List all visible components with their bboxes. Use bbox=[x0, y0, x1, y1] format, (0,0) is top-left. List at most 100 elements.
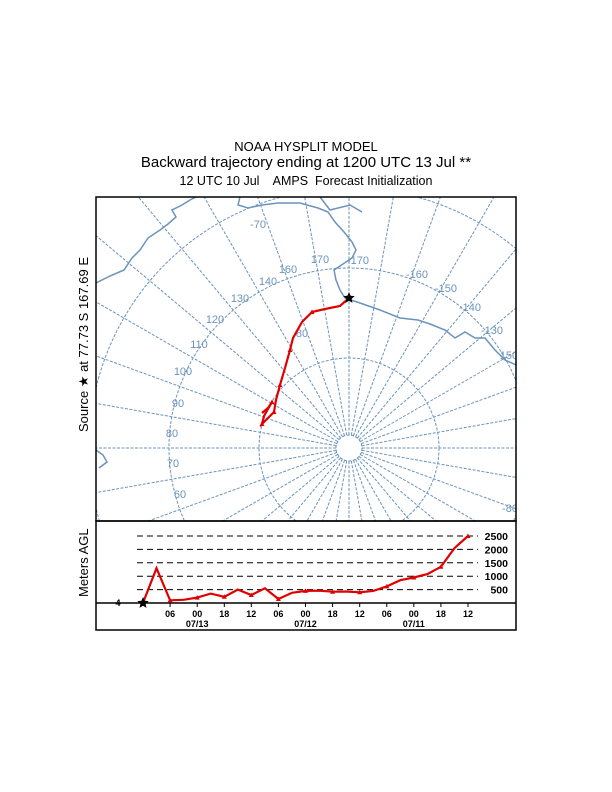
height-level-label: 1000 bbox=[485, 571, 509, 583]
trajectory-marker bbox=[287, 347, 293, 352]
longitude-label: 80 bbox=[166, 428, 178, 440]
initialization-subtitle: 12 UTC 10 Jul AMPS Forecast Initializati… bbox=[179, 174, 433, 188]
time-tick-label: 12 bbox=[246, 609, 256, 619]
longitude-label: 150 bbox=[500, 350, 518, 362]
meridian-line bbox=[96, 449, 337, 494]
height-level-label: 1500 bbox=[485, 558, 509, 570]
height-point-marker bbox=[275, 596, 281, 601]
height-level-label: 2000 bbox=[485, 544, 509, 556]
time-tick-label: 00 bbox=[409, 609, 419, 619]
coastline-segment bbox=[96, 449, 108, 469]
longitude-label: -150 bbox=[435, 283, 457, 295]
meridian-line bbox=[355, 197, 495, 437]
longitude-label: 160 bbox=[279, 264, 297, 276]
meridian-line bbox=[304, 197, 348, 436]
meridian-line bbox=[357, 457, 411, 521]
meridian-line bbox=[261, 456, 340, 521]
height-level-label: 500 bbox=[490, 585, 508, 597]
height-point-marker bbox=[357, 589, 363, 595]
latitude-circle bbox=[168, 267, 516, 521]
time-tick-label: 00 bbox=[192, 609, 202, 619]
trajectory-map-path bbox=[259, 292, 355, 428]
meridian-line bbox=[96, 402, 337, 447]
meridian-line bbox=[360, 454, 476, 521]
longitude-label: 120 bbox=[206, 314, 224, 326]
longitude-label: 110 bbox=[190, 339, 208, 351]
meridian-line bbox=[361, 386, 516, 445]
meridian-line bbox=[306, 459, 343, 521]
meridian-line bbox=[360, 351, 516, 442]
time-tick-label: 00 bbox=[300, 609, 310, 619]
longitude-label: 130 bbox=[231, 293, 249, 305]
height-point-marker bbox=[194, 595, 200, 600]
height-point-marker bbox=[248, 592, 254, 597]
model-title: NOAA HYSPLIT MODEL bbox=[234, 139, 378, 154]
meridian-line bbox=[357, 248, 516, 439]
meridian-line bbox=[361, 418, 516, 447]
longitude-label: -170 bbox=[347, 255, 369, 267]
meridian-line bbox=[350, 460, 363, 521]
time-tick-label: 18 bbox=[328, 609, 338, 619]
longitude-label: 70 bbox=[167, 458, 179, 470]
trajectory-line bbox=[259, 297, 350, 428]
date-label: 07/11 bbox=[403, 619, 425, 629]
time-tick-label: 18 bbox=[219, 609, 229, 619]
meridian-line bbox=[321, 460, 346, 521]
meridian-line bbox=[287, 457, 341, 521]
height-point-marker bbox=[438, 564, 444, 569]
meridian-line bbox=[355, 459, 392, 521]
source-location-label: Source ★ at 77.73 S 167.69 E bbox=[76, 257, 91, 432]
height-point-marker bbox=[411, 575, 417, 580]
trajectory-marker bbox=[269, 399, 275, 404]
date-label: 07/12 bbox=[294, 619, 317, 629]
coastline bbox=[96, 197, 516, 469]
longitude-label: 90 bbox=[172, 398, 184, 410]
coastline-segment bbox=[96, 197, 197, 284]
latitude-circle bbox=[335, 434, 363, 462]
height-panel-frame bbox=[95, 520, 517, 631]
trajectory-marker bbox=[271, 409, 277, 414]
longitude-label: 60 bbox=[174, 489, 186, 501]
time-tick-label: 18 bbox=[436, 609, 446, 619]
meridian-line bbox=[335, 460, 348, 521]
meridian-line bbox=[96, 235, 340, 440]
coastline-segment bbox=[237, 197, 516, 366]
trajectory-marker bbox=[259, 421, 265, 426]
meridian-line bbox=[358, 307, 516, 440]
longitude-label: 170 bbox=[311, 254, 329, 266]
meridian-line bbox=[257, 197, 346, 436]
meridian-line bbox=[350, 197, 394, 436]
height-point-marker bbox=[384, 583, 390, 589]
longitude-label: -130 bbox=[481, 325, 503, 337]
date-label: 07/13 bbox=[186, 619, 209, 629]
meridian-line bbox=[361, 451, 516, 510]
height-source-star-icon bbox=[137, 597, 149, 608]
time-tick-label: 06 bbox=[273, 609, 283, 619]
time-axis: 06 00 18 12 06 00 18 12 06 00 18 12 07/13 07/12 07/11 bbox=[165, 603, 473, 629]
time-tick-label: 12 bbox=[355, 609, 365, 619]
longitude-label: -80 bbox=[502, 503, 518, 515]
height-point-marker bbox=[303, 588, 308, 593]
trajectory-marker bbox=[277, 382, 283, 387]
longitude-labels: -70 160 170 -170 -160 -150-140-130 150 140 130 12… bbox=[166, 219, 518, 515]
meridian-line bbox=[361, 449, 516, 478]
meridian-line bbox=[222, 454, 338, 521]
longitude-label: 100 bbox=[174, 366, 192, 378]
time-tick-label: 12 bbox=[463, 609, 473, 619]
meridian-line bbox=[96, 355, 337, 445]
source-star-icon bbox=[343, 292, 355, 303]
time-tick-label: 06 bbox=[165, 609, 175, 619]
height-point-marker bbox=[330, 589, 336, 594]
time-tick-label: 06 bbox=[382, 609, 392, 619]
trajectory-height-path bbox=[141, 533, 471, 603]
longitude-label: -140 bbox=[459, 302, 481, 314]
height-level-label: 2500 bbox=[485, 531, 509, 543]
longitude-label: -160 bbox=[406, 269, 428, 281]
meridian-line bbox=[352, 460, 377, 521]
start-height-label: 4 bbox=[115, 598, 120, 608]
meridian-line bbox=[138, 197, 341, 439]
height-axis-label: Meters AGL bbox=[76, 528, 91, 597]
longitude-label: 80 bbox=[296, 328, 308, 340]
